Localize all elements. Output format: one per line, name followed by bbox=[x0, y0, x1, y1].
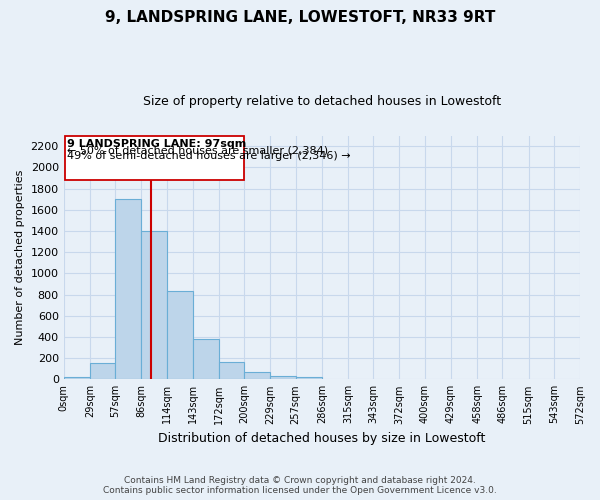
Bar bbox=[296, 376, 322, 380]
Title: Size of property relative to detached houses in Lowestoft: Size of property relative to detached ho… bbox=[143, 95, 501, 108]
Text: 9 LANDSPRING LANE: 97sqm: 9 LANDSPRING LANE: 97sqm bbox=[67, 138, 247, 148]
Text: 9, LANDSPRING LANE, LOWESTOFT, NR33 9RT: 9, LANDSPRING LANE, LOWESTOFT, NR33 9RT bbox=[105, 10, 495, 25]
Text: ← 50% of detached houses are smaller (2,384): ← 50% of detached houses are smaller (2,… bbox=[67, 145, 328, 155]
FancyBboxPatch shape bbox=[65, 136, 244, 180]
Y-axis label: Number of detached properties: Number of detached properties bbox=[15, 170, 25, 345]
Bar bbox=[141, 231, 167, 380]
Bar bbox=[244, 372, 271, 380]
Bar bbox=[271, 376, 296, 380]
Bar bbox=[167, 292, 193, 380]
Text: 49% of semi-detached houses are larger (2,346) →: 49% of semi-detached houses are larger (… bbox=[67, 152, 351, 162]
Bar bbox=[193, 338, 219, 380]
Bar bbox=[219, 362, 244, 380]
Bar bbox=[115, 199, 141, 380]
Bar bbox=[64, 377, 90, 380]
Bar bbox=[90, 363, 115, 380]
X-axis label: Distribution of detached houses by size in Lowestoft: Distribution of detached houses by size … bbox=[158, 432, 485, 445]
Text: Contains HM Land Registry data © Crown copyright and database right 2024.
Contai: Contains HM Land Registry data © Crown c… bbox=[103, 476, 497, 495]
